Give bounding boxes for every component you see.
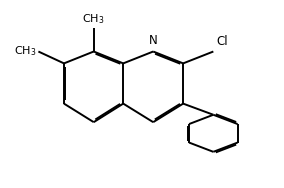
Text: CH$_3$: CH$_3$ (14, 45, 36, 58)
Text: N: N (149, 34, 158, 47)
Text: CH$_3$: CH$_3$ (82, 12, 105, 26)
Text: Cl: Cl (216, 35, 228, 48)
